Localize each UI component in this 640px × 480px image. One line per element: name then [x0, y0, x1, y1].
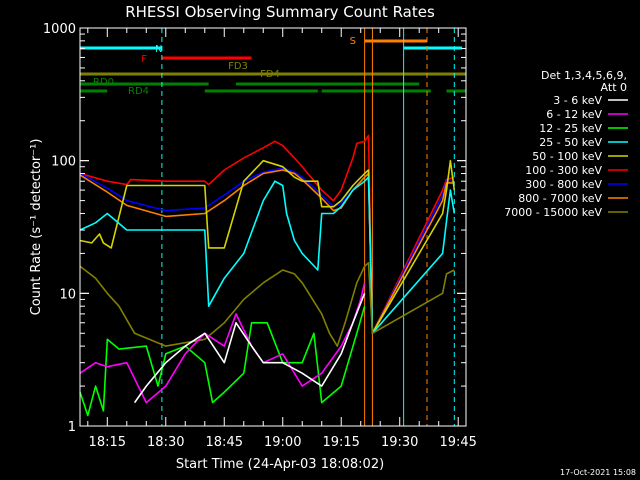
x-axis-ticks: 18:15 18:30 18:45 19:00 19:15 19:30 19:45 [87, 28, 477, 450]
legend-label-25-50-kev: 25 - 50 keV [539, 136, 602, 149]
series-line-3-6-kev [133, 293, 366, 404]
y-tick-label: 10 [59, 287, 76, 302]
legend-label-3-6-kev: 3 - 6 keV [553, 94, 602, 107]
y-axis-ticks: 1 10 100 1000 [43, 22, 466, 435]
legend-label-6-12-kev: 6 - 12 keV [546, 108, 602, 121]
x-tick-label: 18:45 [206, 435, 243, 450]
legend-label-12-25-kev: 12 - 25 keV [539, 122, 602, 135]
legend-header-line-2: Att 0 [601, 81, 627, 94]
legend-label-50-100-kev: 50 - 100 keV [532, 150, 602, 163]
series-line-100-300-kev [79, 134, 455, 335]
x-tick-label: 19:15 [322, 435, 359, 450]
legend-label-100-300-kev: 100 - 300 keV [525, 164, 602, 177]
legend-header-line-1: Det 1,3,4,5,6,9, [541, 69, 627, 82]
x-axis-label: Start Time (24-Apr-03 18:08:02) [176, 457, 384, 472]
x-tick-label: 19:30 [381, 435, 418, 450]
flag-n-label: N [155, 44, 162, 55]
legend-label-800-7000-kev: 800 - 7000 keV [518, 192, 602, 205]
legend-label-7000-15000-kev: 7000 - 15000 keV [504, 206, 602, 219]
series-line-7000-15000-kev [79, 262, 455, 347]
y-tick-label: 100 [51, 155, 76, 170]
flag-f-label: F [141, 54, 147, 65]
flag-s-label: S [350, 36, 356, 47]
y-tick-label: 1 [68, 420, 76, 435]
flag-rd0-label: RD0 [93, 77, 114, 88]
flag-fd4-label: FD4 [260, 69, 280, 80]
flag-rd4-label: RD4 [128, 86, 149, 97]
series-line-6-12-kev [79, 282, 366, 404]
x-tick-label: 19:00 [264, 435, 301, 450]
y-tick-label: 1000 [43, 22, 76, 37]
x-tick-label: 18:30 [147, 435, 184, 450]
flag-bars: N S F FD3 FD4 RD0 RD4 [80, 36, 466, 97]
plot-frame [79, 27, 467, 427]
series-line-12-25-kev [79, 305, 366, 417]
y-axis-label: Count Rate (s⁻¹ detector⁻¹) [29, 139, 44, 316]
x-tick-label: 18:15 [89, 435, 126, 450]
flag-fd3-label: FD3 [228, 61, 248, 72]
chart-title: RHESSI Observing Summary Count Rates [125, 3, 435, 21]
legend-label-300-800-kev: 300 - 800 keV [525, 178, 602, 191]
x-tick-label: 19:45 [439, 435, 476, 450]
series-line-25-50-kev [79, 176, 456, 335]
series-lines [79, 134, 456, 417]
footer-timestamp: 17-Oct-2021 15:08 [560, 468, 636, 477]
